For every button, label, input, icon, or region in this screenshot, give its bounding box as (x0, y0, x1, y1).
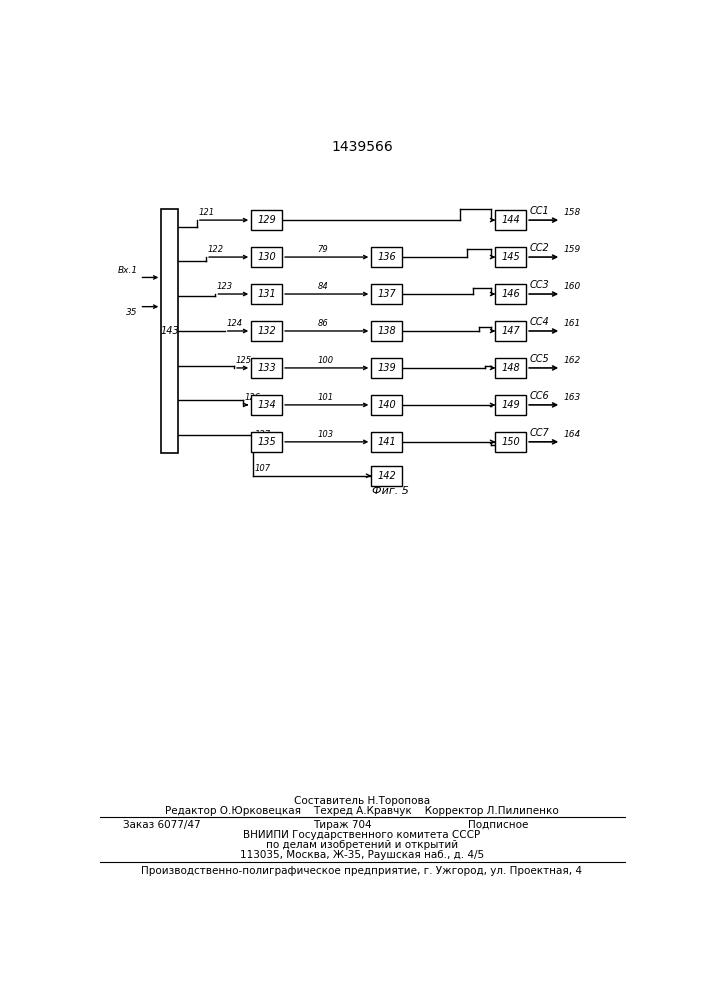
Text: 141: 141 (378, 437, 396, 447)
Text: 79: 79 (317, 245, 328, 254)
Text: 138: 138 (378, 326, 396, 336)
Text: 107: 107 (255, 464, 270, 473)
Text: CC1: CC1 (530, 206, 549, 216)
Text: 131: 131 (257, 289, 276, 299)
Text: 163: 163 (563, 393, 580, 402)
Text: 130: 130 (257, 252, 276, 262)
Text: 103: 103 (317, 430, 334, 439)
Text: 127: 127 (255, 430, 270, 439)
Bar (251, 210, 282, 230)
Text: 139: 139 (378, 363, 396, 373)
Text: 143: 143 (160, 326, 179, 336)
Text: 100: 100 (317, 356, 334, 365)
Bar (495, 210, 526, 230)
Bar (495, 358, 526, 378)
Bar (251, 358, 282, 378)
Text: CC5: CC5 (530, 354, 549, 364)
Bar (371, 247, 402, 267)
Bar (371, 284, 402, 304)
Bar (251, 284, 282, 304)
Text: Заказ 6077/47: Заказ 6077/47 (123, 820, 201, 830)
Text: Тираж 704: Тираж 704 (313, 820, 372, 830)
Text: 135: 135 (257, 437, 276, 447)
Text: ВНИИПИ Государственного комитета СССР: ВНИИПИ Государственного комитета СССР (243, 830, 481, 840)
Text: 150: 150 (501, 437, 520, 447)
Bar (495, 395, 526, 415)
Bar (371, 321, 402, 341)
Text: 136: 136 (378, 252, 396, 262)
Text: 126: 126 (245, 393, 261, 402)
Text: 147: 147 (501, 326, 520, 336)
Text: 164: 164 (563, 430, 580, 439)
Text: Составитель Н.Торопова: Составитель Н.Торопова (294, 796, 430, 806)
Text: 134: 134 (257, 400, 276, 410)
Text: 160: 160 (563, 282, 580, 291)
Bar (251, 395, 282, 415)
Bar (495, 321, 526, 341)
Text: Вх.1: Вх.1 (118, 266, 138, 275)
Text: 149: 149 (501, 400, 520, 410)
Bar (251, 321, 282, 341)
Text: Производственно-полиграфическое предприятие, г. Ужгород, ул. Проектная, 4: Производственно-полиграфическое предприя… (141, 866, 583, 876)
Text: 124: 124 (226, 319, 243, 328)
Text: Редактор О.Юрковецкая    Техред А.Кравчук    Корректор Л.Пилипенко: Редактор О.Юрковецкая Техред А.Кравчук К… (165, 806, 559, 816)
Bar (371, 395, 402, 415)
Bar (371, 432, 402, 452)
Text: 140: 140 (378, 400, 396, 410)
Bar (495, 284, 526, 304)
Text: 125: 125 (235, 356, 252, 365)
Text: 161: 161 (563, 319, 580, 328)
Text: 142: 142 (378, 471, 396, 481)
Text: 132: 132 (257, 326, 276, 336)
Text: 129: 129 (257, 215, 276, 225)
Text: 162: 162 (563, 356, 580, 365)
Text: CC4: CC4 (530, 317, 549, 327)
Bar (161, 209, 178, 453)
Text: 121: 121 (199, 208, 214, 217)
Text: 148: 148 (501, 363, 520, 373)
Text: 122: 122 (208, 245, 224, 254)
Bar (495, 247, 526, 267)
Text: CC2: CC2 (530, 243, 549, 253)
Text: 35: 35 (127, 308, 138, 317)
Text: 113035, Москва, Ж-35, Раушская наб., д. 4/5: 113035, Москва, Ж-35, Раушская наб., д. … (240, 850, 484, 860)
Text: 1439566: 1439566 (331, 140, 393, 154)
Bar (371, 358, 402, 378)
Text: CC6: CC6 (530, 391, 549, 401)
Text: 123: 123 (217, 282, 233, 291)
Text: 158: 158 (563, 208, 580, 217)
Text: 145: 145 (501, 252, 520, 262)
Text: по делам изобретений и открытий: по делам изобретений и открытий (266, 840, 458, 850)
Bar (251, 432, 282, 452)
Text: 137: 137 (378, 289, 396, 299)
Bar (251, 247, 282, 267)
Text: 144: 144 (501, 215, 520, 225)
Text: 159: 159 (563, 245, 580, 254)
Bar (495, 432, 526, 452)
Text: Фиг. 5: Фиг. 5 (372, 486, 409, 496)
Text: CC7: CC7 (530, 428, 549, 438)
Text: 146: 146 (501, 289, 520, 299)
Text: 101: 101 (317, 393, 334, 402)
Text: 86: 86 (317, 319, 328, 328)
Text: Подписное: Подписное (468, 820, 529, 830)
Bar (371, 466, 402, 486)
Text: 84: 84 (317, 282, 328, 291)
Text: CC3: CC3 (530, 280, 549, 290)
Text: 133: 133 (257, 363, 276, 373)
